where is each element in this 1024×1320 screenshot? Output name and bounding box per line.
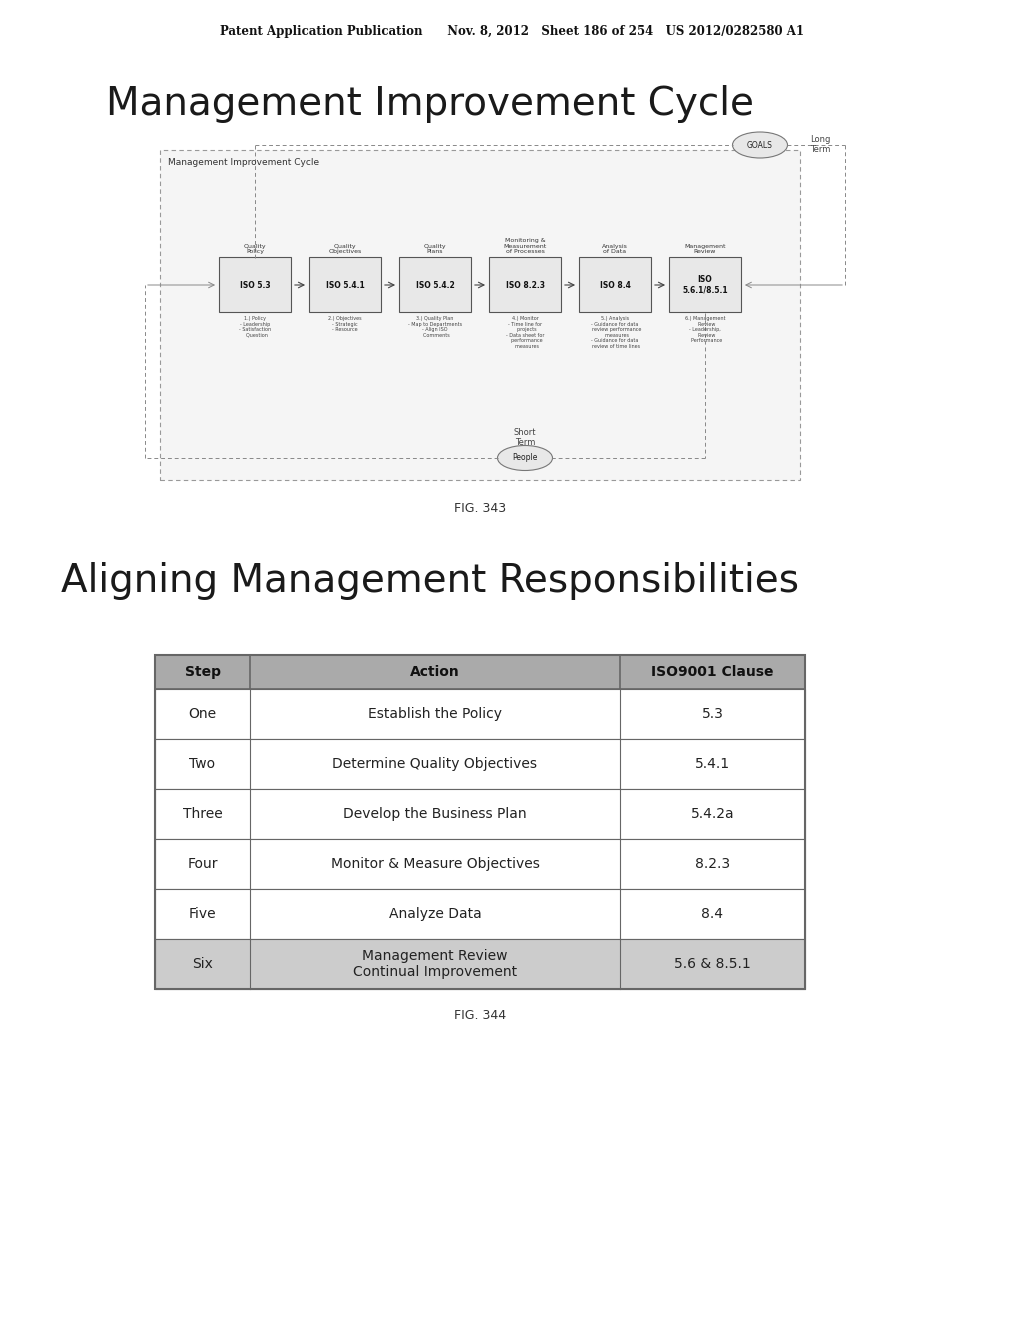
Text: GOALS: GOALS (748, 140, 773, 149)
Text: ISO9001 Clause: ISO9001 Clause (651, 665, 774, 678)
Bar (155, 739, 805, 789)
Bar (155, 655, 805, 689)
Bar (155, 939, 805, 989)
Text: People: People (512, 454, 538, 462)
Text: Management Review
Continual Improvement: Management Review Continual Improvement (353, 949, 517, 979)
Text: 4.) Monitor
- Time line for
  projects
- Data sheet for
  performance
  measures: 4.) Monitor - Time line for projects - D… (506, 315, 544, 348)
Text: Establish the Policy: Establish the Policy (368, 708, 502, 721)
Text: Management Improvement Cycle: Management Improvement Cycle (106, 84, 754, 123)
Text: Aligning Management Responsibilities: Aligning Management Responsibilities (61, 562, 799, 601)
Text: 5.) Analysis
- Guidance for data
  review performance
  measures
- Guidance for : 5.) Analysis - Guidance for data review … (589, 315, 641, 348)
Bar (155, 689, 805, 739)
Text: Six: Six (193, 957, 213, 972)
Bar (155, 655, 805, 989)
Text: Monitoring &
Measurement
of Processes: Monitoring & Measurement of Processes (504, 238, 547, 253)
Text: Four: Four (187, 857, 218, 871)
Text: 8.4: 8.4 (701, 907, 724, 921)
Text: Short
Term: Short Term (514, 428, 537, 447)
Text: 5.4.1: 5.4.1 (695, 756, 730, 771)
Text: Action: Action (411, 665, 460, 678)
Bar (399, 257, 471, 312)
Text: ISO 5.3: ISO 5.3 (240, 281, 270, 289)
Bar (219, 257, 291, 312)
Ellipse shape (498, 446, 553, 470)
Bar (489, 257, 561, 312)
Text: Quality
Objectives: Quality Objectives (329, 244, 361, 253)
Text: ISO 5.4.2: ISO 5.4.2 (416, 281, 455, 289)
Text: Develop the Business Plan: Develop the Business Plan (343, 807, 526, 821)
Bar (579, 257, 651, 312)
Text: 5.6 & 8.5.1: 5.6 & 8.5.1 (674, 957, 751, 972)
Ellipse shape (732, 132, 787, 158)
Text: ISO 8.4: ISO 8.4 (600, 281, 631, 289)
Bar (155, 840, 805, 888)
Text: Two: Two (189, 756, 216, 771)
Text: Long
Term: Long Term (810, 135, 830, 154)
Text: 5.4.2a: 5.4.2a (690, 807, 734, 821)
Text: Determine Quality Objectives: Determine Quality Objectives (333, 756, 538, 771)
Text: Quality
Policy: Quality Policy (244, 244, 266, 253)
Text: 3.) Quality Plan
- Map to Departments
- Align ISO
  Comments: 3.) Quality Plan - Map to Departments - … (408, 315, 462, 338)
Text: Analyze Data: Analyze Data (389, 907, 481, 921)
Text: FIG. 344: FIG. 344 (454, 1008, 506, 1022)
Bar (155, 888, 805, 939)
Text: Step: Step (184, 665, 220, 678)
Text: 8.2.3: 8.2.3 (695, 857, 730, 871)
Text: Patent Application Publication      Nov. 8, 2012   Sheet 186 of 254   US 2012/02: Patent Application Publication Nov. 8, 2… (220, 25, 804, 38)
Text: Monitor & Measure Objectives: Monitor & Measure Objectives (331, 857, 540, 871)
Text: 2.) Objectives
- Strategic
- Resource: 2.) Objectives - Strategic - Resource (328, 315, 361, 333)
Bar (669, 257, 741, 312)
Bar (309, 257, 381, 312)
Text: ISO
5.6.1/8.5.1: ISO 5.6.1/8.5.1 (682, 276, 728, 294)
Text: Quality
Plans: Quality Plans (424, 244, 446, 253)
Text: 5.3: 5.3 (701, 708, 723, 721)
FancyBboxPatch shape (160, 150, 800, 480)
Text: FIG. 343: FIG. 343 (454, 502, 506, 515)
Text: Management Improvement Cycle: Management Improvement Cycle (168, 158, 319, 168)
Text: Management
Review: Management Review (684, 244, 726, 253)
Bar (155, 789, 805, 840)
Text: 6.) Management
  Review
- Leadership,
  Review
  Performance: 6.) Management Review - Leadership, Revi… (685, 315, 725, 343)
Text: ISO 8.2.3: ISO 8.2.3 (506, 281, 545, 289)
Text: Five: Five (188, 907, 216, 921)
Text: 1.) Policy
- Leadership
- Satisfaction
  Question: 1.) Policy - Leadership - Satisfaction Q… (239, 315, 271, 338)
Text: Three: Three (182, 807, 222, 821)
Text: Analysis
of Data: Analysis of Data (602, 244, 628, 253)
Text: One: One (188, 708, 216, 721)
Text: ISO 5.4.1: ISO 5.4.1 (326, 281, 365, 289)
